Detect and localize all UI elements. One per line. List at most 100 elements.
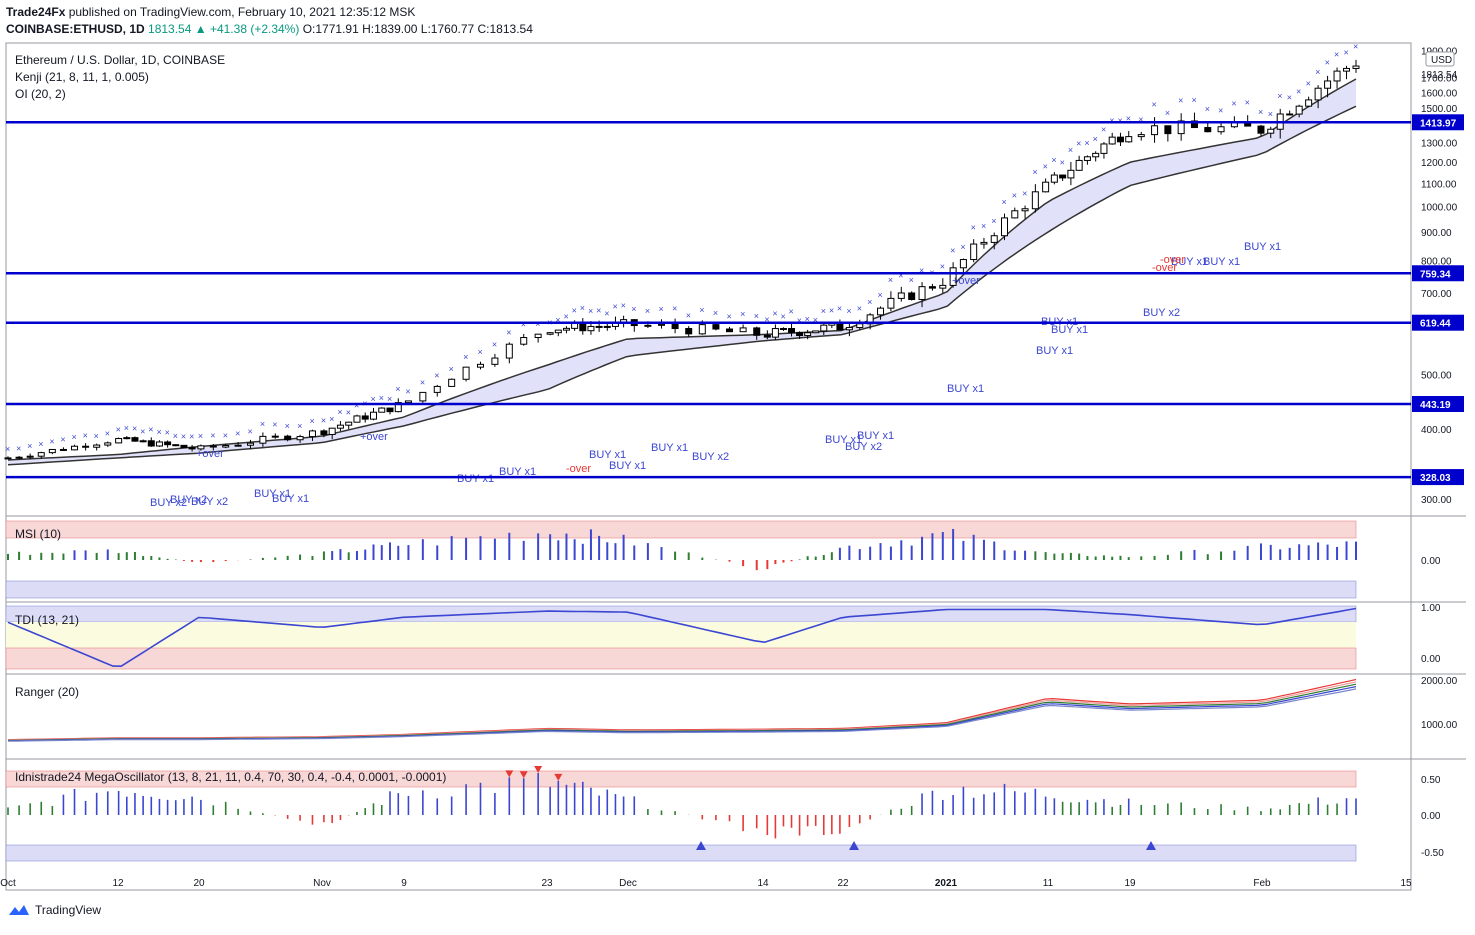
- candle-body: [82, 445, 90, 448]
- kenji-marker: ×: [857, 304, 862, 314]
- msi-title: MSI (10): [15, 527, 61, 541]
- kenji-marker: ×: [981, 221, 986, 231]
- candle-body: [123, 437, 131, 440]
- candle-body: [1042, 181, 1050, 193]
- currency-badge[interactable]: [1425, 51, 1455, 67]
- candle-body: [59, 448, 67, 451]
- kenji-marker: ×: [1043, 161, 1048, 171]
- kenji-marker: ×: [1258, 107, 1263, 117]
- candle-body: [15, 456, 23, 459]
- signal-label: +over: [196, 448, 224, 460]
- kenji-marker: ×: [596, 306, 601, 316]
- kenji-marker: ×: [477, 347, 482, 357]
- kenji-marker: ×: [346, 408, 351, 418]
- msi-pane[interactable]: [7, 528, 1357, 571]
- level-tag: [1412, 314, 1464, 331]
- tdi-mid-band: [6, 622, 1356, 648]
- level-tag: [1412, 265, 1464, 282]
- kenji-marker: ×: [387, 394, 392, 404]
- mega-sell-marker: [554, 773, 563, 781]
- x-tick: 15: [1400, 878, 1412, 889]
- candle-body: [505, 343, 513, 359]
- kenji-marker: ×: [173, 431, 178, 441]
- candle-body: [259, 435, 267, 444]
- signal-label: BUY x1: [857, 430, 894, 442]
- kenji-slow-line: [7, 105, 1357, 466]
- kenji-marker: ×: [210, 431, 215, 441]
- candle-body: [104, 442, 112, 446]
- candle-body: [546, 332, 554, 335]
- kenji-marker: ×: [813, 315, 818, 325]
- candle-body: [712, 324, 720, 330]
- signal-label: BUY x1: [825, 434, 862, 446]
- level-tag-text: 619.44: [1420, 319, 1451, 330]
- signal-label: BUY x2: [845, 441, 882, 453]
- candle-body: [476, 363, 484, 368]
- candle-body: [222, 445, 230, 448]
- candle-body: [1314, 87, 1322, 101]
- tdi-pane[interactable]: [7, 607, 1357, 668]
- candle-body: [595, 325, 603, 328]
- kenji-marker: ×: [329, 414, 334, 424]
- level-tag: [1412, 396, 1464, 413]
- currency-badge-text: USD: [1431, 55, 1452, 66]
- kenji-marker: ×: [285, 421, 290, 431]
- candle-body: [394, 402, 402, 413]
- kenji-marker: ×: [321, 415, 326, 425]
- candle-body: [462, 366, 470, 380]
- kenji-marker: ×: [449, 364, 454, 374]
- axes: 1900.001700.001600.001500.001300.001200.…: [0, 47, 1457, 889]
- kenji-marker: ×: [1287, 93, 1292, 103]
- level-tag-text: 1413.97: [1420, 118, 1457, 129]
- candle-body: [369, 411, 377, 420]
- candle-body: [571, 322, 579, 329]
- signal-label: BUY x1: [499, 466, 536, 478]
- signal-label: BUY x1: [1203, 256, 1240, 268]
- kenji-marker: ×: [1178, 96, 1183, 106]
- signal-label: BUY x2: [150, 497, 187, 509]
- candle-body: [739, 327, 747, 333]
- signal-label: BUY x1: [272, 493, 309, 505]
- signal-label: BUY x2: [692, 451, 729, 463]
- kenji-marker: ×: [1344, 48, 1349, 58]
- candle-body: [1190, 120, 1198, 129]
- candle-body: [820, 324, 828, 332]
- kenji-marker: ×: [1245, 97, 1250, 107]
- kenji-marker: ×: [960, 242, 965, 252]
- x-tick: 12: [112, 878, 124, 889]
- mega-pane[interactable]: [7, 765, 1357, 850]
- candle-body: [1257, 125, 1265, 134]
- price-tick: 400.00: [1421, 425, 1452, 436]
- signal-label: BUY x2: [191, 496, 228, 508]
- candle-body: [147, 440, 155, 447]
- last-price-tag: 1813.54: [1421, 70, 1458, 81]
- candle-body: [1011, 210, 1019, 219]
- msi-upper-band: [5, 520, 1357, 539]
- kenji-marker: ×: [272, 420, 277, 430]
- kenji-marker: ×: [105, 429, 110, 439]
- kenji-marker: ×: [1231, 98, 1236, 108]
- candle-body: [246, 442, 254, 446]
- candle-body: [284, 435, 292, 441]
- signal-label: -over: [1152, 262, 1177, 274]
- signal-label: BUY x1: [1051, 324, 1088, 336]
- candle-body: [534, 333, 542, 339]
- kenji-marker: ×: [940, 262, 945, 272]
- signal-label: BUY x1: [589, 449, 626, 461]
- signal-label: BUY x1: [1036, 345, 1073, 357]
- ranger-pane[interactable]: [7, 678, 1357, 742]
- candle-body: [419, 391, 427, 402]
- candle-body: [1083, 156, 1091, 161]
- candle-body: [1137, 134, 1145, 138]
- main-pane[interactable]: × × × × × × × × × × × × × × × × × × × × × × × × × × × × × × × × × × × × × × × ×…: [4, 41, 1360, 509]
- kenji-marker: ×: [1152, 100, 1157, 110]
- mega-buy-marker: [696, 841, 706, 850]
- candle-body: [990, 235, 998, 243]
- chart-frame: [5, 42, 1412, 891]
- main-title: Ethereum / U.S. Dollar, 1D, COINBASE: [15, 53, 225, 67]
- kenji-marker: ×: [405, 386, 410, 396]
- kenji-marker: ×: [580, 303, 585, 313]
- signal-label: BUY x1: [1171, 256, 1208, 268]
